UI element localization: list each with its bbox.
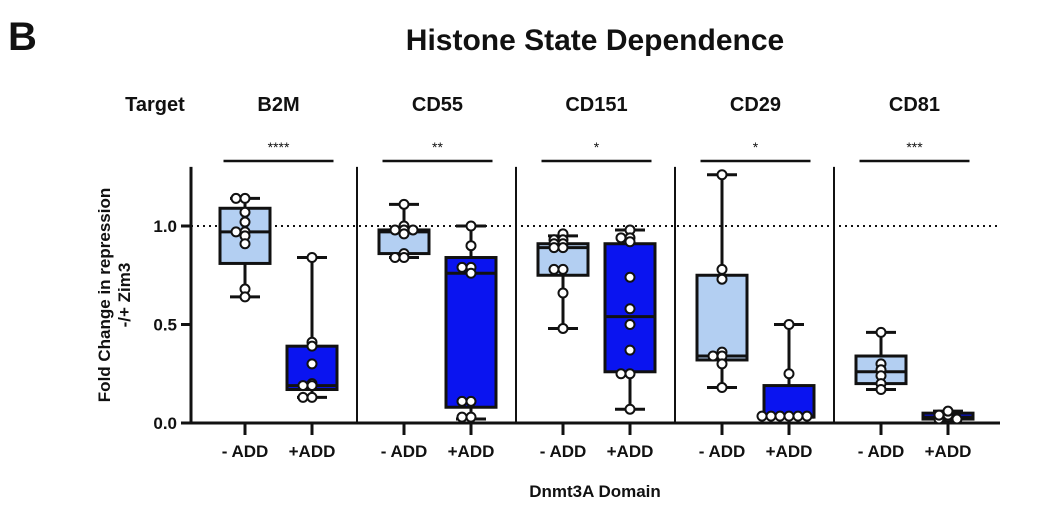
- x-tick-label: - ADD: [858, 442, 905, 461]
- data-point: [624, 236, 636, 248]
- data-point: [557, 263, 569, 275]
- x-tick-label: - ADD: [540, 442, 587, 461]
- data-point: [407, 224, 419, 236]
- target-label-cd81: CD81: [889, 94, 940, 116]
- data-point: [398, 252, 410, 264]
- y-tick-label: 1.0: [153, 217, 177, 236]
- x-axis-label: Dnmt3A Domain: [529, 482, 661, 501]
- data-point: [456, 395, 468, 407]
- data-point: [875, 384, 887, 396]
- data-point: [707, 350, 719, 362]
- data-point: [942, 405, 954, 417]
- data-point: [756, 410, 768, 422]
- data-point: [239, 238, 251, 250]
- x-tick-label: +ADD: [448, 442, 495, 461]
- data-point: [774, 410, 786, 422]
- data-point: [465, 411, 477, 423]
- y-tick-label: 0.5: [153, 316, 177, 335]
- data-point: [624, 319, 636, 330]
- data-point: [716, 169, 728, 181]
- data-point: [624, 344, 636, 356]
- data-point: [239, 192, 251, 204]
- data-point: [624, 303, 636, 315]
- x-tick-label: - ADD: [381, 442, 428, 461]
- data-point: [765, 410, 777, 422]
- data-point: [624, 271, 636, 283]
- data-point: [783, 410, 795, 422]
- x-tick-label: - ADD: [699, 442, 746, 461]
- x-tick-label: +ADD: [925, 442, 972, 461]
- data-point: [465, 240, 477, 252]
- chart-title: Histone State Dependence: [406, 24, 784, 57]
- data-point: [933, 409, 945, 421]
- data-point: [230, 226, 242, 238]
- data-point: [456, 411, 468, 423]
- x-tick-label: +ADD: [766, 442, 813, 461]
- x-tick-label: - ADD: [222, 442, 269, 461]
- data-point: [456, 261, 468, 273]
- data-point: [389, 252, 401, 264]
- y-axis-label-line2: -/+ Zim3: [115, 263, 134, 328]
- data-point: [801, 410, 813, 422]
- box-cd55-plus-add: [444, 256, 498, 409]
- data-point: [951, 413, 963, 425]
- x-tick-label: +ADD: [289, 442, 336, 461]
- data-point: [716, 263, 728, 275]
- group-header: Target: [125, 94, 185, 116]
- significance-label: **: [432, 139, 443, 155]
- y-tick-label: 0.0: [153, 414, 177, 433]
- data-point: [306, 340, 318, 352]
- data-point: [716, 382, 728, 394]
- data-point: [615, 232, 627, 244]
- target-label-b2m: B2M: [257, 94, 299, 116]
- data-point: [465, 267, 477, 279]
- data-point: [465, 220, 477, 232]
- data-point: [875, 326, 887, 338]
- data-point: [398, 198, 410, 210]
- data-point: [557, 287, 569, 299]
- x-tick-label: +ADD: [607, 442, 654, 461]
- data-point: [297, 380, 309, 392]
- data-point: [306, 380, 318, 392]
- data-point: [239, 216, 251, 228]
- significance-label: *: [594, 139, 600, 155]
- data-point: [239, 206, 251, 218]
- significance-label: ***: [906, 139, 923, 155]
- target-label-cd151: CD151: [565, 94, 627, 116]
- data-point: [239, 291, 251, 303]
- data-point: [615, 368, 627, 380]
- data-point: [548, 242, 560, 254]
- significance-label: *: [753, 139, 759, 155]
- data-point: [557, 242, 569, 254]
- data-point: [297, 391, 309, 403]
- y-axis-label-line1: Fold Change in repression: [95, 188, 114, 402]
- data-point: [783, 319, 795, 330]
- data-point: [783, 368, 795, 380]
- data-point: [624, 368, 636, 380]
- data-point: [557, 322, 569, 334]
- data-point: [716, 273, 728, 285]
- panel-label: B: [8, 15, 37, 59]
- data-point: [398, 228, 410, 240]
- data-point: [306, 358, 318, 370]
- data-point: [792, 410, 804, 422]
- significance-label: ****: [268, 139, 290, 155]
- data-point: [465, 395, 477, 407]
- target-label-cd29: CD29: [730, 94, 781, 116]
- target-label-cd55: CD55: [412, 94, 463, 116]
- data-point: [306, 391, 318, 403]
- data-point: [306, 252, 318, 264]
- data-point: [716, 358, 728, 370]
- data-point: [624, 403, 636, 415]
- data-point: [548, 263, 560, 275]
- data-point: [389, 224, 401, 236]
- data-point: [230, 192, 242, 204]
